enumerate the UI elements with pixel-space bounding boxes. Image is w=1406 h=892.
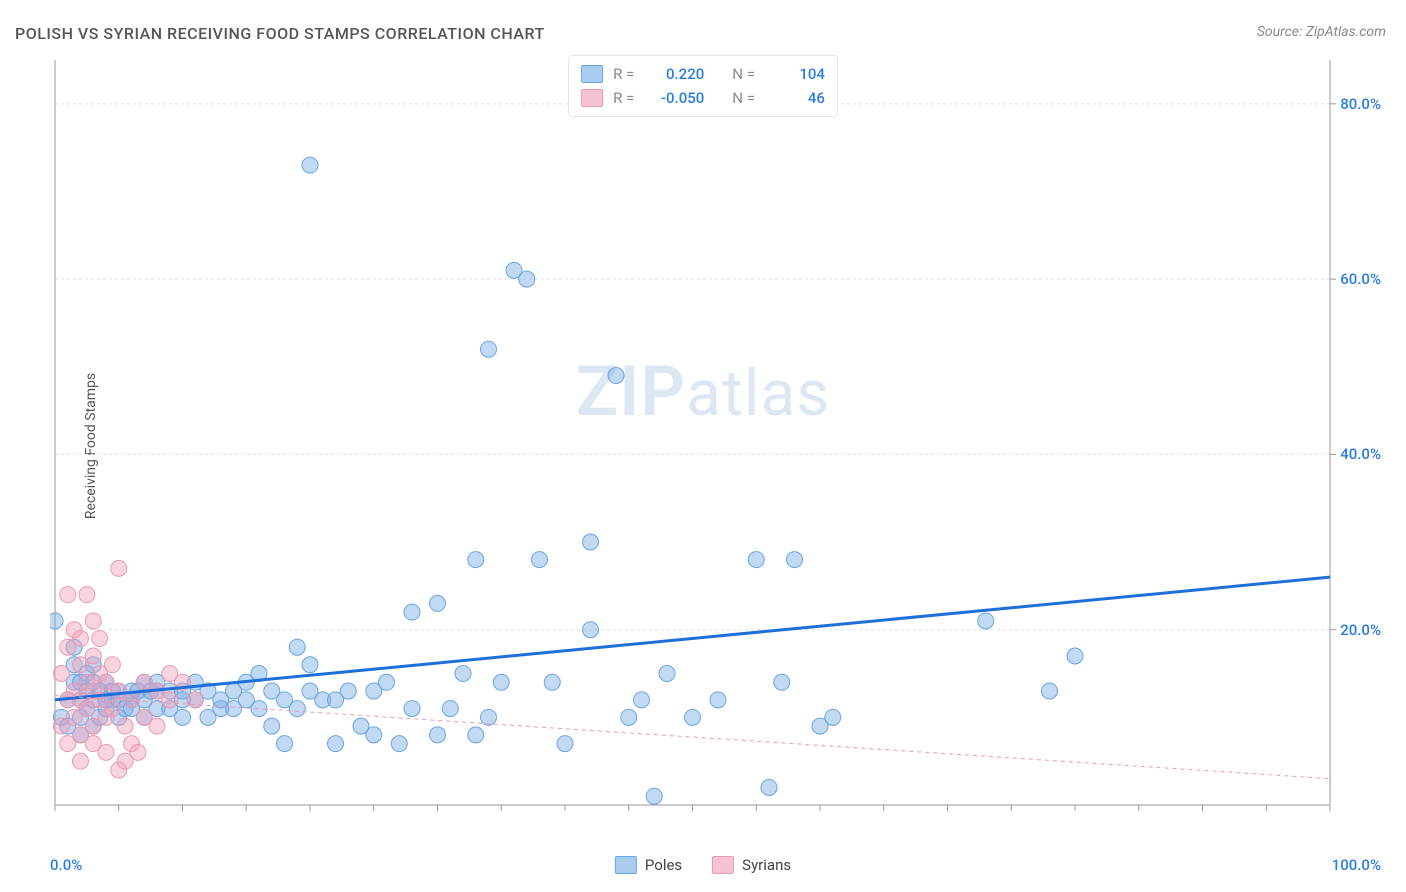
swatch-poles <box>581 65 603 83</box>
legend-label-poles: Poles <box>645 856 682 874</box>
swatch-poles <box>615 856 637 874</box>
r-value-syrians: -0.050 <box>644 86 704 110</box>
legend-row-syrians: R = -0.050 N = 46 <box>581 86 825 110</box>
r-value-poles: 0.220 <box>644 62 704 86</box>
correlation-legend: R = 0.220 N = 104 R = -0.050 N = 46 <box>568 55 838 117</box>
swatch-syrians <box>712 856 734 874</box>
legend-label-syrians: Syrians <box>742 856 791 874</box>
n-label: N = <box>732 86 755 110</box>
chart-title: POLISH VS SYRIAN RECEIVING FOOD STAMPS C… <box>15 24 545 43</box>
n-value-poles: 104 <box>765 62 825 86</box>
swatch-syrians <box>581 89 603 107</box>
n-label: N = <box>732 62 755 86</box>
legend-item-poles: Poles <box>615 856 682 874</box>
y-tick-label: 60.0% <box>1340 270 1381 288</box>
y-tick-label: 40.0% <box>1340 445 1381 463</box>
series-legend: Poles Syrians <box>615 856 791 874</box>
n-value-syrians: 46 <box>765 86 825 110</box>
r-label: R = <box>613 86 634 110</box>
source-label: Source: ZipAtlas.com <box>1257 24 1386 40</box>
legend-row-poles: R = 0.220 N = 104 <box>581 62 825 86</box>
scatter-plot <box>50 55 1390 825</box>
y-tick-label: 20.0% <box>1340 621 1381 639</box>
r-label: R = <box>613 62 634 86</box>
x-axis-max-label: 100.0% <box>1332 856 1381 874</box>
legend-item-syrians: Syrians <box>712 856 791 874</box>
x-axis-min-label: 0.0% <box>50 856 82 874</box>
y-tick-label: 80.0% <box>1340 95 1381 113</box>
